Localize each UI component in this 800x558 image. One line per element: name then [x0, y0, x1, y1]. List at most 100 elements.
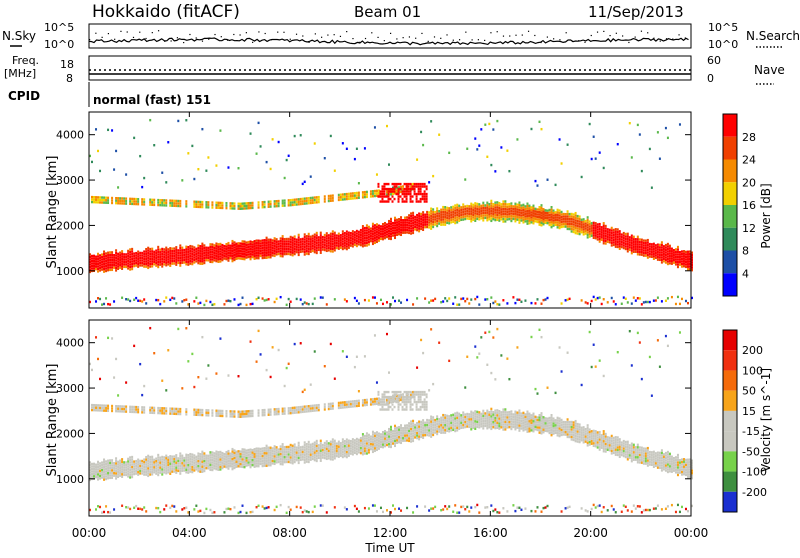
power-cell [470, 205, 472, 207]
power-cell [645, 244, 647, 246]
power-cell [133, 262, 135, 264]
power-cell [685, 300, 687, 302]
power-cell [229, 252, 231, 254]
velocity-cell [187, 471, 189, 473]
power-cell [362, 243, 364, 245]
power-cell [330, 248, 332, 250]
power-cell [653, 245, 655, 247]
velocity-cell [360, 444, 362, 446]
power-cell [250, 202, 252, 204]
power-cell [288, 238, 290, 240]
power-cell [426, 200, 428, 202]
power-cell [541, 207, 543, 209]
power-cell [543, 211, 545, 213]
power-cell [671, 253, 673, 255]
power-cell [386, 228, 388, 230]
power-cell [298, 201, 300, 203]
velocity-cell [199, 468, 201, 470]
power-cell [242, 243, 244, 245]
velocity-cell [105, 410, 107, 412]
velocity-cell [191, 471, 193, 473]
power-cell [392, 224, 394, 226]
power-cell [276, 246, 278, 248]
power-cell [119, 202, 121, 204]
power-cell [360, 239, 362, 241]
velocity-cell [111, 464, 113, 466]
power-cell [352, 192, 354, 194]
power-cell [464, 300, 466, 302]
power-cell [488, 218, 490, 220]
power-cell [330, 135, 332, 137]
power-cell [129, 203, 131, 205]
velocity-cell [117, 466, 119, 468]
power-cell [378, 239, 380, 241]
velocity-cell [340, 455, 342, 457]
velocity-cell [256, 506, 258, 508]
velocity-cell [147, 470, 149, 472]
velocity-cell [169, 463, 171, 465]
power-cell [300, 243, 302, 245]
power-cell [607, 236, 609, 238]
power-cell [663, 250, 665, 252]
velocity-cell [153, 459, 155, 461]
power-cell [587, 302, 589, 304]
velocity-cell [262, 462, 264, 464]
power-cell [422, 193, 424, 195]
power-cell [424, 183, 426, 185]
power-cell [426, 195, 428, 197]
power-cell [446, 212, 448, 214]
power-cell [191, 245, 193, 247]
velocity-cell [201, 471, 203, 473]
velocity-cell [404, 439, 406, 441]
power-cell [91, 161, 93, 163]
power-cell [197, 201, 199, 203]
velocity-cell [175, 457, 177, 459]
velocity-cell [314, 449, 316, 451]
power-cell [408, 232, 410, 234]
power-cell [631, 237, 633, 239]
velocity-cell [310, 446, 312, 448]
velocity-cell [141, 462, 143, 464]
velocity-cell [139, 462, 141, 464]
power-cell [520, 219, 522, 221]
power-cell [687, 256, 689, 258]
power-cell [229, 250, 231, 252]
power-cell [438, 212, 440, 214]
velocity-cell [294, 448, 296, 450]
power-cell [159, 261, 161, 263]
power-cell [631, 244, 633, 246]
power-cell [225, 250, 227, 252]
velocity-cell [95, 471, 97, 473]
velocity-cell [330, 446, 332, 448]
power-cell [215, 255, 217, 257]
power-cell [95, 201, 97, 203]
power-cell [384, 224, 386, 226]
velocity-cell [199, 466, 201, 468]
power-cell [396, 234, 398, 236]
power-cell [290, 246, 292, 248]
velocity-cell [169, 473, 171, 475]
velocity-cell [195, 456, 197, 458]
power-cell [370, 230, 372, 232]
velocity-cell [324, 406, 326, 408]
power-cell [177, 202, 179, 204]
velocity-cell [105, 470, 107, 472]
velocity-cell [242, 456, 244, 458]
power-cell [125, 266, 127, 268]
power-cell [520, 214, 522, 216]
velocity-cell [318, 404, 320, 406]
power-cell [354, 192, 356, 194]
power-cell [384, 227, 386, 229]
power-cell [199, 206, 201, 208]
power-cell [414, 223, 416, 225]
velocity-cell [298, 406, 300, 408]
power-cell [256, 257, 258, 259]
velocity-cell [173, 465, 175, 467]
velocity-cell [302, 511, 304, 513]
power-cell [655, 299, 657, 301]
power-cell [641, 170, 643, 172]
velocity-cell [392, 440, 394, 442]
velocity-cell [332, 441, 334, 443]
velocity-cell [316, 452, 318, 454]
power-cell [402, 227, 404, 229]
